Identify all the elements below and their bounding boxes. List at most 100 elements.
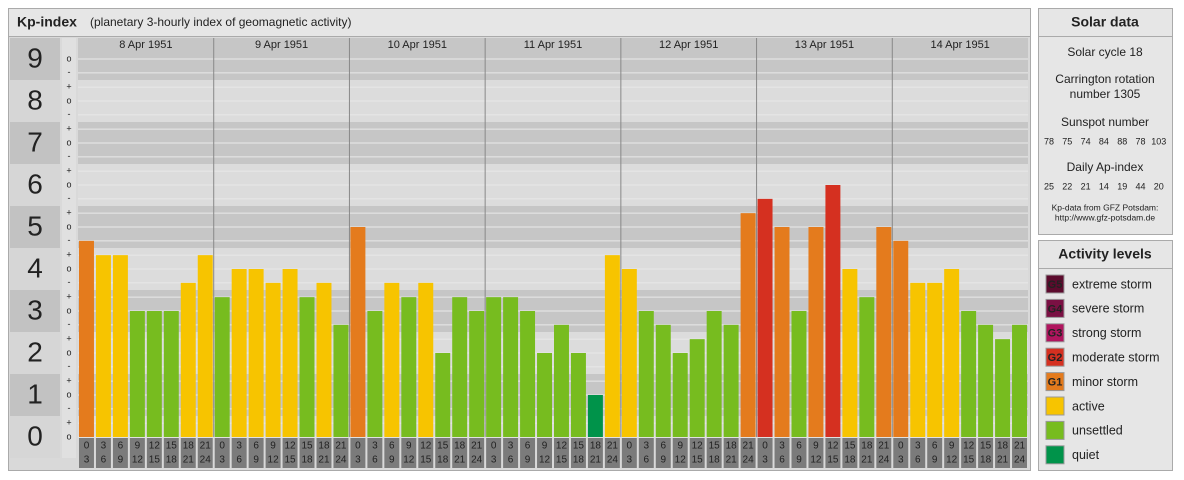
minor-label-band: [62, 374, 76, 416]
hour-label: 18: [861, 441, 873, 452]
hour-label: 0: [355, 441, 361, 452]
hour-label: 9: [813, 441, 819, 452]
minor-label-band: [62, 80, 76, 122]
hour-box: [350, 438, 366, 468]
hour-box: [706, 438, 722, 468]
hour-label: 21: [878, 441, 890, 452]
minor-tick-label: +: [66, 166, 71, 176]
minor-label-band: [62, 332, 76, 374]
bar: [197, 255, 213, 437]
label-band: [10, 122, 60, 164]
bar: [95, 255, 111, 437]
bar: [129, 311, 145, 437]
minor-tick-label: o: [66, 389, 71, 399]
hour-label: 6: [118, 441, 124, 452]
hour-box: [876, 438, 892, 468]
minor-tick-label: o: [66, 221, 71, 231]
bar: [706, 311, 722, 437]
bar: [537, 353, 552, 437]
hour-box: [163, 438, 179, 468]
bar: [570, 353, 586, 437]
bar: [520, 311, 536, 437]
hour-label: 12: [946, 455, 958, 466]
legend-swatch: [1045, 445, 1065, 465]
ap-value: 25: [1044, 181, 1054, 191]
legend-label: unsettled: [1072, 424, 1123, 438]
bar: [333, 324, 349, 437]
hour-box: [299, 438, 315, 468]
bar: [316, 282, 332, 437]
legend-code: G5: [1048, 279, 1063, 291]
hour-label: 18: [437, 455, 449, 466]
hour-label: 15: [284, 455, 296, 466]
hour-box: [180, 438, 196, 468]
hour-label: 3: [372, 441, 378, 452]
hour-label: 18: [573, 455, 585, 466]
hour-box: [95, 438, 111, 468]
sunspot-number: 78: [1044, 136, 1054, 146]
legend-label: minor storm: [1072, 375, 1138, 389]
ap-value: 21: [1081, 181, 1091, 191]
hour-box: [961, 438, 977, 468]
hour-box: [689, 438, 705, 468]
minor-tick-label: -: [68, 151, 71, 161]
bar: [248, 269, 264, 437]
hour-label: 21: [726, 455, 738, 466]
hour-label: 18: [166, 455, 178, 466]
legend-swatch: [1045, 274, 1065, 294]
label-band: [10, 164, 60, 206]
bar: [265, 282, 281, 437]
bar: [723, 324, 739, 437]
label-band: [10, 290, 60, 332]
hour-label: 12: [556, 441, 568, 452]
hour-box: [214, 438, 230, 468]
bar: [486, 297, 502, 437]
bar: [825, 185, 841, 437]
hour-label: 3: [508, 441, 514, 452]
minor-tick-label: -: [68, 235, 71, 245]
hour-label: 6: [932, 441, 938, 452]
day-label: 12 Apr 1951: [659, 39, 718, 51]
minor-tick-label: o: [66, 53, 71, 63]
minor-tick-label: -: [68, 319, 71, 329]
hour-label: 15: [827, 455, 839, 466]
hour-box: [452, 438, 468, 468]
bar: [978, 324, 994, 437]
hour-label: 12: [284, 441, 296, 452]
minor-tick-label: +: [66, 376, 71, 386]
y-tick-label: 2: [27, 336, 43, 367]
day-label: 14 Apr 1951: [930, 39, 989, 51]
title-bar: [8, 8, 1031, 37]
hour-label: 9: [406, 441, 412, 452]
bar: [893, 240, 909, 437]
hour-box: [978, 438, 994, 468]
bar: [384, 282, 400, 437]
hour-label: 9: [135, 441, 141, 452]
hour-label: 24: [607, 455, 619, 466]
hour-label: 24: [1014, 455, 1026, 466]
chart-subtitle: (planetary 3-hourly index of geomagnetic…: [90, 15, 351, 29]
label-band: [10, 206, 60, 248]
hour-label: 18: [726, 441, 738, 452]
minor-tick-label: o: [66, 263, 71, 273]
hour-label: 24: [743, 455, 755, 466]
sunspot-number: 88: [1117, 136, 1127, 146]
minor-label-band: [62, 122, 76, 164]
minor-tick-label: +: [66, 292, 71, 302]
hour-label: 9: [932, 455, 938, 466]
hour-label: 21: [471, 441, 483, 452]
minor-tick-label: o: [66, 179, 71, 189]
hour-label: 21: [454, 455, 466, 466]
legend-swatch: [1045, 347, 1065, 367]
hour-label: 0: [84, 441, 90, 452]
hour-box: [1012, 438, 1027, 468]
legend-swatch: [1045, 396, 1065, 416]
hour-label: 6: [644, 455, 650, 466]
hour-label: 6: [796, 441, 802, 452]
minor-tick-label: o: [66, 137, 71, 147]
y-tick-label: 7: [27, 126, 43, 157]
hour-label: 9: [525, 455, 531, 466]
hour-label: 3: [84, 455, 90, 466]
legend-swatch: [1045, 420, 1065, 440]
hour-label: 9: [542, 441, 548, 452]
